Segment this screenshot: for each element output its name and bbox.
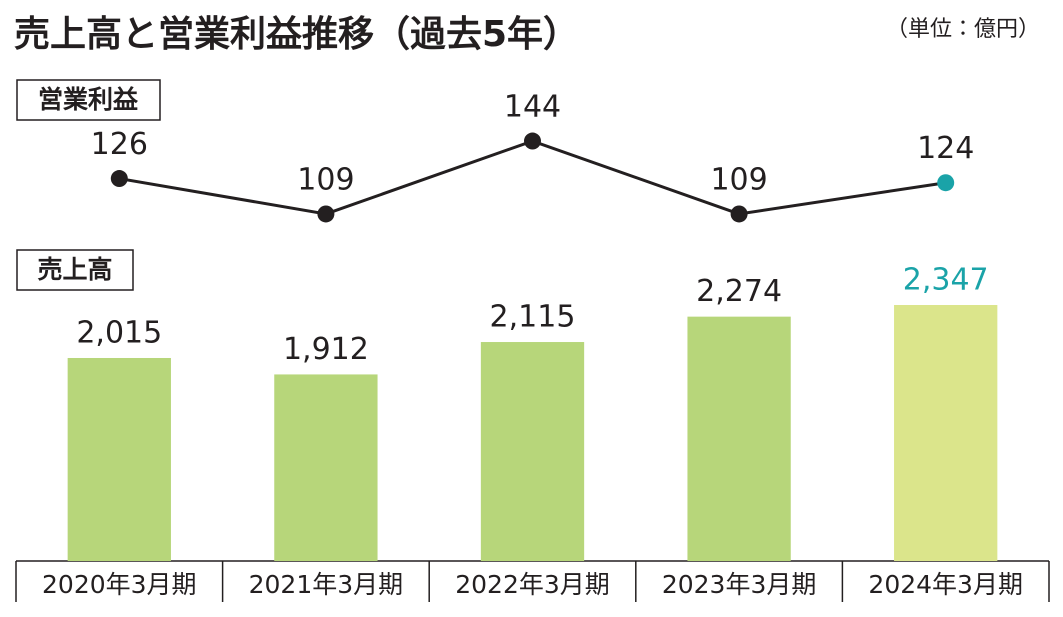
data-label: 2,274	[696, 274, 782, 309]
series-label: 営業利益	[38, 85, 139, 114]
line-point	[730, 205, 748, 223]
x-tick-label: 2022年3月期	[455, 570, 610, 599]
line-point	[937, 174, 955, 192]
line-point	[110, 170, 128, 188]
chart-title: 売上高と営業利益推移（過去5年）	[14, 14, 579, 55]
series-label-box	[16, 79, 161, 121]
line	[119, 139, 946, 216]
data-label: 2,015	[76, 315, 162, 350]
data-label: 144	[504, 90, 561, 125]
data-label: 109	[710, 162, 767, 197]
bar	[480, 342, 585, 561]
line-point	[524, 132, 541, 150]
bar	[687, 316, 791, 561]
data-label: 109	[297, 162, 354, 197]
x-tick-label: 2021年3月期	[249, 570, 404, 599]
x-tick-label: 2020年3月期	[42, 570, 197, 599]
bar	[894, 305, 998, 561]
series-label-box	[16, 249, 134, 291]
data-label: 2,115	[490, 300, 576, 335]
line-point	[317, 205, 335, 223]
x-tick-label: 2023年3月期	[662, 570, 817, 599]
bar	[274, 374, 378, 561]
data-label: 2,347	[903, 263, 989, 298]
bar	[67, 357, 171, 561]
unit-note: （単位：億円）	[886, 17, 1040, 42]
x-tick-label: 2024年3月期	[868, 570, 1023, 599]
data-label: 1,912	[283, 332, 369, 367]
series-label: 売上高	[37, 255, 112, 284]
data-label: 124	[917, 131, 974, 166]
data-label: 126	[91, 127, 148, 162]
